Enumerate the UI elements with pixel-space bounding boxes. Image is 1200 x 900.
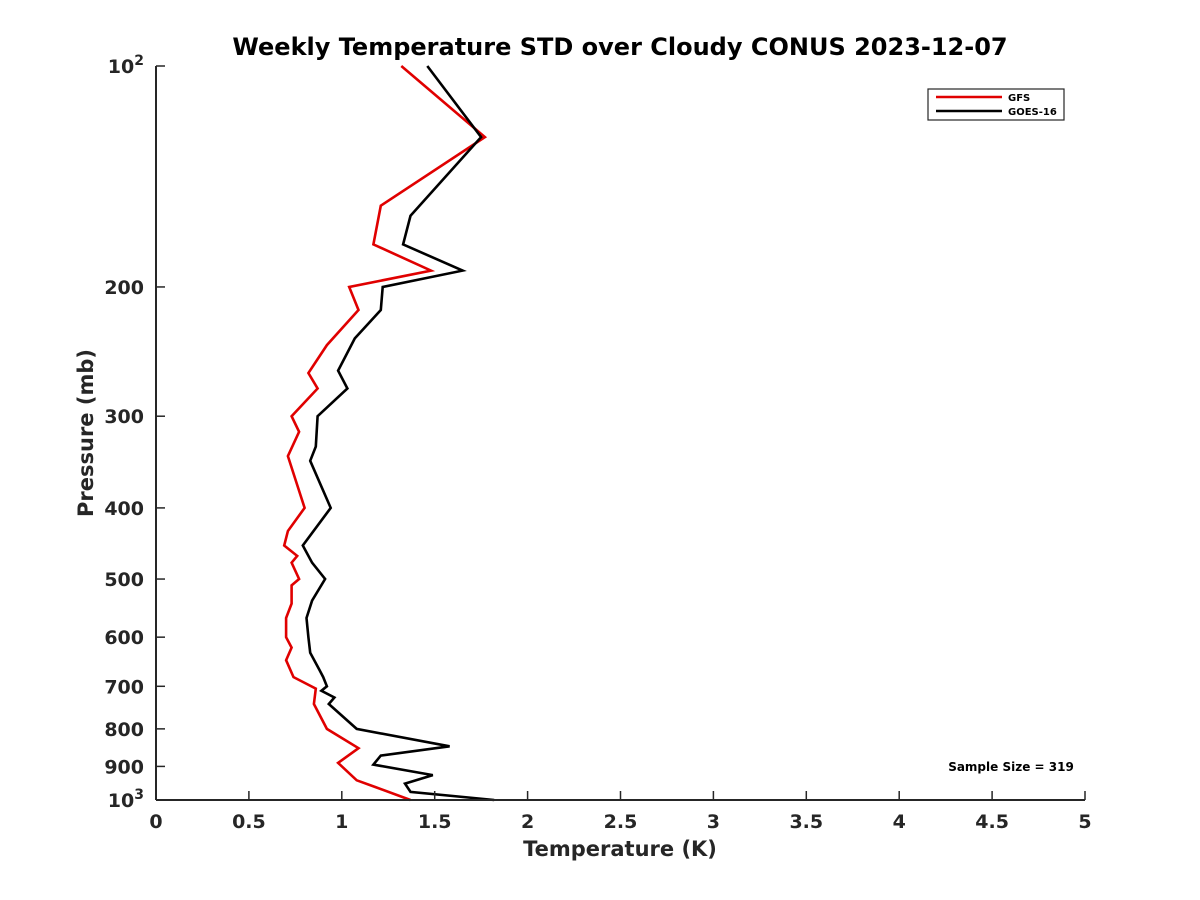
sample-size-annotation: Sample Size = 319 bbox=[948, 760, 1074, 774]
x-tick-label: 4 bbox=[893, 811, 906, 833]
y-tick-label: 400 bbox=[104, 498, 144, 520]
x-tick-label: 1.5 bbox=[418, 811, 452, 833]
legend-label-goes16: GOES-16 bbox=[1008, 107, 1057, 118]
series-line-goes16 bbox=[301, 65, 495, 802]
y-tick-label: 200 bbox=[104, 277, 144, 299]
x-axis-ticks: 0 0.5 1 1.5 2 2.5 3 3.5 4 4.5 5 bbox=[149, 791, 1092, 833]
x-tick-label: 5 bbox=[1078, 811, 1091, 833]
x-tick-label: 2 bbox=[521, 811, 534, 833]
y-tick-label: 103 bbox=[108, 787, 144, 812]
x-tick-label: 3 bbox=[707, 811, 720, 833]
x-axis-label: Temperature (K) bbox=[523, 837, 717, 861]
x-tick-label: 1 bbox=[335, 811, 348, 833]
x-tick-label: 0 bbox=[149, 811, 162, 833]
y-tick-label: 900 bbox=[104, 756, 144, 778]
plot-frame bbox=[156, 66, 1085, 800]
legend-box bbox=[927, 88, 1065, 121]
y-tick-label: 500 bbox=[104, 569, 144, 591]
chart-title: Weekly Temperature STD over Cloudy CONUS… bbox=[232, 33, 1007, 61]
y-tick-label: 600 bbox=[104, 627, 144, 649]
y-tick-label: 102 bbox=[108, 53, 144, 78]
series-line-gfs bbox=[282, 65, 488, 802]
y-axis-label: Pressure (mb) bbox=[74, 349, 98, 517]
legend: GFS GOES-16 bbox=[927, 88, 1065, 121]
x-tick-label: 3.5 bbox=[789, 811, 823, 833]
x-tick-label: 2.5 bbox=[604, 811, 638, 833]
series-layer bbox=[282, 65, 495, 802]
y-axis-ticks: 102 200 300 400 500 600 700 800 900 103 bbox=[104, 53, 165, 812]
y-tick-label: 300 bbox=[104, 406, 144, 428]
y-tick-label: 700 bbox=[104, 676, 144, 698]
y-tick-label: 800 bbox=[104, 719, 144, 741]
x-tick-label: 4.5 bbox=[975, 811, 1009, 833]
x-tick-label: 0.5 bbox=[232, 811, 266, 833]
legend-label-gfs: GFS bbox=[1008, 93, 1030, 104]
